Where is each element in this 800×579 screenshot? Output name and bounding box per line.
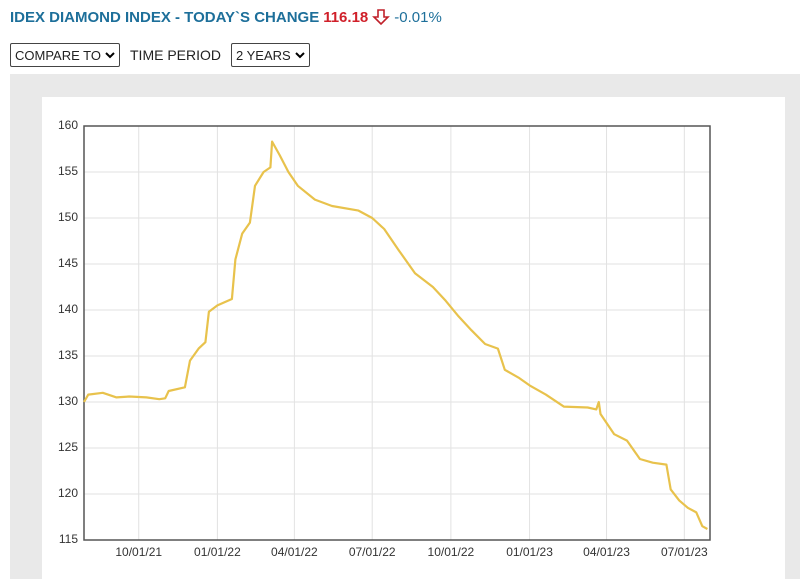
y-tick-label: 155 <box>58 164 78 178</box>
compare-control: COMPARE TO <box>10 43 120 67</box>
y-tick-label: 145 <box>58 256 78 270</box>
x-tick-label: 01/01/23 <box>506 545 553 559</box>
y-tick-label: 135 <box>58 348 78 362</box>
y-tick-label: 120 <box>58 486 78 500</box>
chevron <box>294 52 305 59</box>
x-tick-label: 10/01/22 <box>428 545 475 559</box>
compare-select[interactable]: COMPARE TO <box>10 43 120 67</box>
price: 116.18 <box>323 8 369 26</box>
header: IDEX DIAMOND INDEX - TODAY`S CHANGE 116.… <box>10 8 442 26</box>
period-control: TIME PERIOD 2 YEARS <box>130 43 310 67</box>
x-tick-label: 10/01/21 <box>115 545 162 559</box>
x-tick-label: 07/01/23 <box>661 545 708 559</box>
down-arrow-icon <box>372 9 391 26</box>
y-tick-label: 130 <box>58 394 78 408</box>
period-select[interactable]: 2 YEARS <box>231 43 310 67</box>
x-tick-label: 01/01/22 <box>194 545 241 559</box>
x-tick-label: 04/01/22 <box>271 545 318 559</box>
index-line <box>83 140 708 530</box>
plot-border <box>83 125 711 541</box>
y-tick-label: 140 <box>58 302 78 316</box>
period-label: TIME PERIOD <box>130 47 222 63</box>
x-tick-label: 04/01/23 <box>583 545 630 559</box>
y-tick-label: 150 <box>58 210 78 224</box>
y-tick-label: 125 <box>58 440 78 454</box>
change: -0.01% <box>394 8 442 26</box>
period-text: 2 YEARS <box>236 47 291 63</box>
title: IDEX DIAMOND INDEX - TODAY`S CHANGE <box>10 8 320 26</box>
chevron <box>105 52 115 59</box>
compare-text: COMPARE TO <box>15 47 101 63</box>
x-tick-label: 07/01/22 <box>349 545 396 559</box>
y-tick-label: 160 <box>58 118 78 132</box>
y-tick-label: 115 <box>59 532 78 546</box>
chart-box <box>42 97 785 579</box>
